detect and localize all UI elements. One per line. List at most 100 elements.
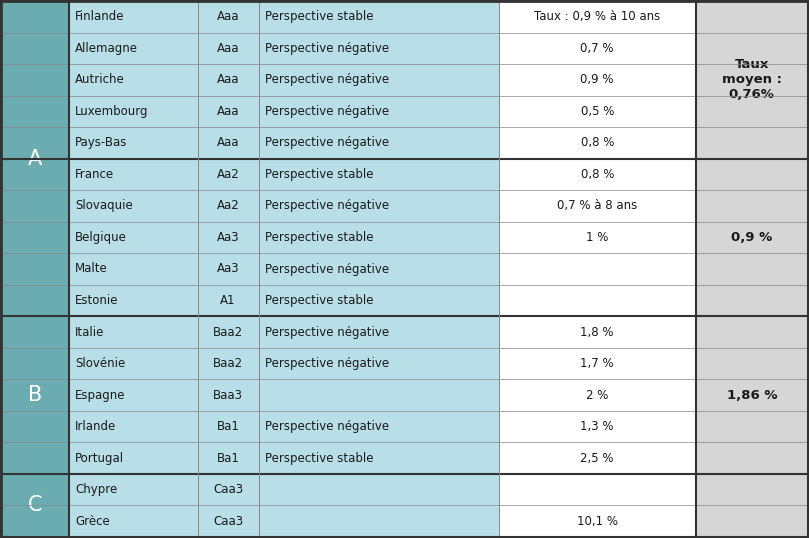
Bar xyxy=(69,253,197,285)
Text: Perspective négative: Perspective négative xyxy=(265,200,389,213)
Bar xyxy=(69,348,197,379)
Bar xyxy=(696,316,808,474)
Bar xyxy=(259,127,499,159)
Bar xyxy=(197,64,259,96)
Text: 1 %: 1 % xyxy=(586,231,608,244)
Text: Grèce: Grèce xyxy=(75,515,110,528)
Text: Perspective négative: Perspective négative xyxy=(265,325,389,338)
Bar xyxy=(259,159,499,190)
Text: 2,5 %: 2,5 % xyxy=(581,452,614,465)
Text: Chypre: Chypre xyxy=(75,483,117,496)
Text: France: France xyxy=(75,168,114,181)
Text: Taux : 0,9 % à 10 ans: Taux : 0,9 % à 10 ans xyxy=(534,10,660,23)
Bar xyxy=(259,190,499,222)
Bar xyxy=(69,222,197,253)
Text: Perspective stable: Perspective stable xyxy=(265,294,374,307)
Text: Estonie: Estonie xyxy=(75,294,119,307)
Text: Aa3: Aa3 xyxy=(217,231,239,244)
Bar xyxy=(69,506,197,537)
Bar xyxy=(259,348,499,379)
Bar xyxy=(197,379,259,411)
Bar xyxy=(197,190,259,222)
Text: Aaa: Aaa xyxy=(217,10,239,23)
Text: 1,86 %: 1,86 % xyxy=(726,388,777,402)
Bar xyxy=(197,442,259,474)
Text: Perspective négative: Perspective négative xyxy=(265,420,389,433)
Bar xyxy=(259,96,499,127)
Bar xyxy=(259,64,499,96)
Bar xyxy=(197,222,259,253)
Bar xyxy=(197,285,259,316)
Bar xyxy=(499,222,696,253)
Bar xyxy=(69,474,197,506)
Text: Baa2: Baa2 xyxy=(213,325,244,338)
Text: Perspective négative: Perspective négative xyxy=(265,263,389,275)
Text: 1,7 %: 1,7 % xyxy=(580,357,614,370)
Text: 0,9 %: 0,9 % xyxy=(581,73,614,86)
Text: Baa2: Baa2 xyxy=(213,357,244,370)
Text: Luxembourg: Luxembourg xyxy=(75,105,149,118)
Text: Aa2: Aa2 xyxy=(217,200,239,213)
Text: 0,8 %: 0,8 % xyxy=(581,168,614,181)
Text: Malte: Malte xyxy=(75,263,108,275)
Bar xyxy=(259,379,499,411)
Bar xyxy=(259,285,499,316)
Text: Pays-Bas: Pays-Bas xyxy=(75,136,128,150)
Bar xyxy=(197,127,259,159)
Text: C: C xyxy=(28,495,42,515)
Bar xyxy=(69,285,197,316)
Text: Espagne: Espagne xyxy=(75,388,125,402)
Text: Portugal: Portugal xyxy=(75,452,125,465)
Text: Ba1: Ba1 xyxy=(217,420,239,433)
Bar xyxy=(69,127,197,159)
Bar xyxy=(499,506,696,537)
Text: 0,9 %: 0,9 % xyxy=(731,231,773,244)
Bar xyxy=(197,506,259,537)
Bar xyxy=(197,32,259,64)
Text: Autriche: Autriche xyxy=(75,73,125,86)
Bar xyxy=(499,1,696,32)
Bar xyxy=(197,96,259,127)
Text: A1: A1 xyxy=(220,294,236,307)
Bar xyxy=(259,1,499,32)
Bar xyxy=(197,1,259,32)
Text: Aaa: Aaa xyxy=(217,42,239,55)
Text: Ba1: Ba1 xyxy=(217,452,239,465)
Bar xyxy=(696,474,808,537)
Text: Aaa: Aaa xyxy=(217,73,239,86)
Bar xyxy=(499,348,696,379)
Bar xyxy=(197,316,259,348)
Bar xyxy=(69,190,197,222)
Text: Caa3: Caa3 xyxy=(213,483,244,496)
Bar xyxy=(499,253,696,285)
Bar xyxy=(499,379,696,411)
Text: 2 %: 2 % xyxy=(586,388,608,402)
Bar xyxy=(696,1,808,159)
Bar xyxy=(1,1,69,316)
Text: Aaa: Aaa xyxy=(217,136,239,150)
Text: 0,7 %: 0,7 % xyxy=(581,42,614,55)
Bar xyxy=(499,64,696,96)
Bar xyxy=(499,474,696,506)
Bar xyxy=(499,159,696,190)
Text: Perspective négative: Perspective négative xyxy=(265,105,389,118)
Bar xyxy=(69,411,197,442)
Text: Finlande: Finlande xyxy=(75,10,125,23)
Bar xyxy=(197,411,259,442)
Bar xyxy=(197,348,259,379)
Bar xyxy=(69,316,197,348)
Bar xyxy=(259,253,499,285)
Bar xyxy=(259,442,499,474)
Bar xyxy=(69,442,197,474)
Bar xyxy=(69,1,197,32)
Text: Perspective stable: Perspective stable xyxy=(265,10,374,23)
Text: Perspective stable: Perspective stable xyxy=(265,231,374,244)
Bar xyxy=(259,411,499,442)
Bar xyxy=(1,474,69,537)
Text: Allemagne: Allemagne xyxy=(75,42,138,55)
Bar xyxy=(69,96,197,127)
Text: Slovaquie: Slovaquie xyxy=(75,200,133,213)
Text: Irlande: Irlande xyxy=(75,420,116,433)
Text: Aaa: Aaa xyxy=(217,105,239,118)
Text: 0,5 %: 0,5 % xyxy=(581,105,614,118)
